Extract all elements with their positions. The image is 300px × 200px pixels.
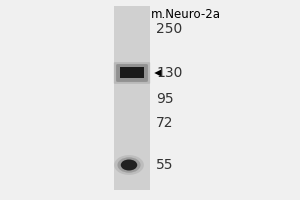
Ellipse shape: [121, 160, 137, 170]
Bar: [114, 6, 150, 190]
Bar: [120, 67, 144, 78]
Text: 130: 130: [156, 66, 182, 80]
FancyBboxPatch shape: [114, 62, 150, 84]
Ellipse shape: [114, 155, 144, 175]
Text: 250: 250: [156, 22, 182, 36]
Text: 55: 55: [156, 158, 173, 172]
FancyBboxPatch shape: [116, 64, 148, 82]
Text: 72: 72: [156, 116, 173, 130]
Ellipse shape: [117, 157, 141, 173]
Text: m.Neuro-2a: m.Neuro-2a: [151, 8, 221, 21]
Text: 95: 95: [156, 92, 174, 106]
